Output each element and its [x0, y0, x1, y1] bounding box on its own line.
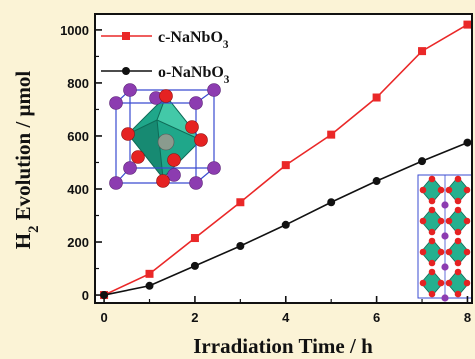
x-axis-title: Irradiation Time / h	[193, 334, 373, 358]
o-atom	[428, 175, 436, 183]
na-atom	[167, 168, 181, 182]
o-atom	[454, 175, 462, 183]
o-atom	[131, 150, 145, 164]
o-atom	[121, 127, 135, 141]
o-atom	[454, 206, 462, 214]
o-atom	[454, 259, 462, 267]
legend-marker	[122, 32, 130, 40]
data-point	[327, 130, 336, 139]
o-atom	[463, 186, 471, 194]
na-atom	[441, 232, 449, 240]
y-tick-label: 800	[67, 76, 89, 91]
y-tick-label: 1000	[60, 23, 89, 38]
data-point	[418, 157, 427, 166]
y-axis-title: H2 Evolution / μmol	[11, 71, 42, 250]
x-tick-label: 4	[282, 310, 290, 325]
data-point	[418, 47, 427, 56]
data-point	[100, 291, 109, 300]
o-atom	[194, 133, 208, 147]
data-point	[145, 281, 154, 290]
x-tick-label: 2	[191, 310, 198, 325]
y-tick-label: 0	[82, 288, 89, 303]
x-tick-label: 6	[373, 310, 380, 325]
y-tick-label: 200	[67, 235, 89, 250]
data-point	[190, 234, 199, 243]
data-point	[327, 198, 336, 207]
o-atom	[454, 228, 462, 236]
o-atom	[428, 206, 436, 214]
o-atom	[428, 259, 436, 267]
plot-frame	[94, 13, 473, 304]
o-atom	[159, 89, 173, 103]
data-point	[372, 177, 381, 186]
o-atom	[454, 197, 462, 205]
o-atom	[428, 290, 436, 298]
na-atom	[123, 161, 137, 175]
o-atom	[419, 217, 427, 225]
na-atom	[441, 201, 449, 209]
data-point	[463, 20, 472, 29]
na-atom	[109, 176, 123, 190]
nb-atom	[157, 133, 175, 151]
o-atom	[437, 279, 445, 287]
o-atom	[437, 186, 445, 194]
na-atom	[189, 176, 203, 190]
y-tick-label: 400	[67, 182, 89, 197]
o-atom	[445, 279, 453, 287]
cubic-crystal-structure-inset	[109, 83, 221, 190]
o-atom	[419, 248, 427, 256]
data-point	[145, 269, 154, 278]
o-atom	[463, 279, 471, 287]
data-point	[236, 241, 245, 250]
na-atom	[207, 161, 221, 175]
na-atom	[441, 294, 449, 302]
o-atom	[445, 217, 453, 225]
o-atom	[454, 237, 462, 245]
data-point	[236, 198, 245, 207]
o-atom	[167, 153, 181, 167]
orthorhombic-crystal-structure-inset	[417, 174, 473, 302]
data-point	[190, 261, 199, 270]
data-point	[281, 220, 290, 229]
legend-entry-0: c-NaNbO3	[101, 29, 229, 51]
o-atom	[454, 268, 462, 276]
data-point	[463, 138, 472, 147]
na-atom	[207, 83, 221, 97]
x-tick-label: 0	[100, 310, 107, 325]
data-point	[281, 161, 290, 170]
na-atom	[189, 96, 203, 110]
legend-entry-1: o-NaNbO3	[101, 64, 230, 86]
o-atom	[428, 268, 436, 276]
o-atom	[454, 290, 462, 298]
o-atom	[437, 217, 445, 225]
series-1	[100, 138, 472, 300]
data-point	[372, 93, 381, 102]
legend-label: c-NaNbO3	[158, 29, 229, 51]
legend-label: o-NaNbO3	[158, 64, 230, 86]
na-atom	[123, 83, 137, 97]
o-atom	[463, 248, 471, 256]
o-atom	[445, 186, 453, 194]
na-atom	[441, 263, 449, 271]
na-atom	[109, 96, 123, 110]
legend-marker	[122, 67, 130, 75]
o-atom	[428, 237, 436, 245]
o-atom	[428, 228, 436, 236]
y-tick-label: 600	[67, 129, 89, 144]
o-atom	[437, 248, 445, 256]
octahedron-face	[127, 119, 164, 180]
o-atom	[419, 186, 427, 194]
o-atom	[185, 120, 199, 134]
o-atom	[419, 279, 427, 287]
o-atom	[463, 217, 471, 225]
x-tick-label: 8	[464, 310, 471, 325]
o-atom	[156, 174, 170, 188]
o-atom	[445, 248, 453, 256]
o-atom	[428, 197, 436, 205]
